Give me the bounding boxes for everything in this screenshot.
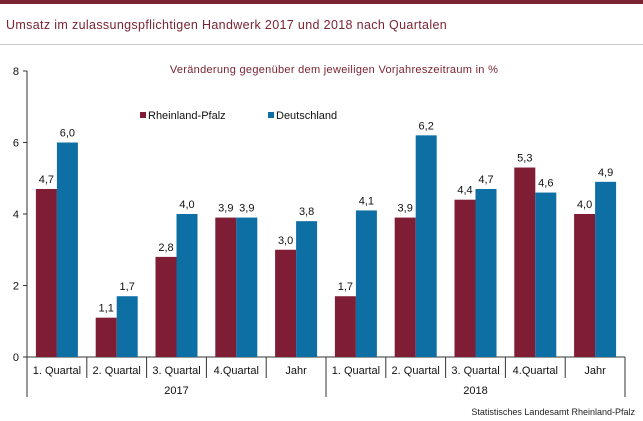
y-tick-label: 0 xyxy=(13,352,19,364)
x-tick-label: 2. Quartal xyxy=(93,365,141,377)
bar-value-label: 3,0 xyxy=(278,235,293,247)
y-tick-label: 8 xyxy=(13,66,19,78)
bar-deutschland xyxy=(236,217,258,357)
x-tick-label: 4.Quartal xyxy=(214,365,259,377)
bar-deutschland xyxy=(296,221,318,357)
bar-deutschland xyxy=(535,192,557,357)
bar-value-label: 1,7 xyxy=(338,281,353,293)
bar-value-label: 3,9 xyxy=(218,203,233,215)
bar-value-label: 1,1 xyxy=(99,303,114,315)
bar-value-label: 6,2 xyxy=(419,120,434,132)
chart-subtitle: Veränderung gegenüber dem jeweiligen Vor… xyxy=(170,64,498,76)
bar-rheinland-pfalz xyxy=(215,217,237,357)
bar-value-label: 4,0 xyxy=(577,199,592,211)
bar-rheinland-pfalz xyxy=(394,217,416,357)
y-tick-label: 4 xyxy=(13,209,19,221)
legend-swatch xyxy=(268,112,274,118)
bar-value-label: 5,3 xyxy=(517,153,532,165)
bar-rheinland-pfalz xyxy=(334,296,356,357)
x-tick-label: Jahr xyxy=(584,365,606,377)
bar-rheinland-pfalz xyxy=(574,214,596,357)
bar-deutschland xyxy=(116,296,138,357)
legend-swatch xyxy=(140,112,146,118)
x-tick-label: 4.Quartal xyxy=(513,365,558,377)
bar-deutschland xyxy=(176,214,198,357)
bar-rheinland-pfalz xyxy=(155,256,177,357)
x-tick-label: 3. Quartal xyxy=(152,365,200,377)
bar-deutschland xyxy=(355,210,377,357)
bar-value-label: 3,8 xyxy=(299,206,314,218)
bar-value-label: 4,4 xyxy=(457,185,472,197)
bar-deutschland xyxy=(475,188,497,357)
x-group-label: 2017 xyxy=(164,385,188,397)
x-tick-label: 2. Quartal xyxy=(392,365,440,377)
title-divider xyxy=(0,44,643,45)
legend-label: Rheinland-Pfalz xyxy=(148,110,226,122)
x-tick-label: Jahr xyxy=(285,365,307,377)
bar-value-label: 6,0 xyxy=(60,128,75,140)
y-tick-label: 2 xyxy=(13,281,19,293)
bar-rheinland-pfalz xyxy=(95,317,117,357)
bar-deutschland xyxy=(415,135,437,357)
x-tick-label: 1. Quartal xyxy=(33,365,81,377)
bar-value-label: 4,0 xyxy=(179,199,194,211)
x-group-label: 2018 xyxy=(463,385,487,397)
bar-value-label: 3,9 xyxy=(398,203,413,215)
chart-title: Umsatz im zulassungspflichtigen Handwerk… xyxy=(6,18,448,32)
bar-value-label: 2,8 xyxy=(158,242,173,254)
bar-value-label: 3,9 xyxy=(239,203,254,215)
bar-rheinland-pfalz xyxy=(275,249,297,357)
x-tick-label: 1. Quartal xyxy=(332,365,380,377)
bar-rheinland-pfalz xyxy=(35,188,57,357)
bar-value-label: 4,9 xyxy=(598,167,613,179)
top-accent-bar xyxy=(0,0,643,4)
bar-value-label: 4,1 xyxy=(359,195,374,207)
bar-value-label: 1,7 xyxy=(120,281,135,293)
bar-value-label: 4,6 xyxy=(538,178,553,190)
legend-label: Deutschland xyxy=(276,110,337,122)
bar-deutschland xyxy=(595,181,617,357)
x-tick-label: 3. Quartal xyxy=(451,365,499,377)
bar-rheinland-pfalz xyxy=(514,167,536,357)
bar-rheinland-pfalz xyxy=(454,199,476,357)
bar-value-label: 4,7 xyxy=(478,174,493,186)
y-tick-label: 6 xyxy=(13,138,19,150)
source-note: Statistisches Landesamt Rheinland-Pfalz xyxy=(471,407,635,417)
bar-deutschland xyxy=(56,142,78,357)
bar-value-label: 4,7 xyxy=(39,174,54,186)
